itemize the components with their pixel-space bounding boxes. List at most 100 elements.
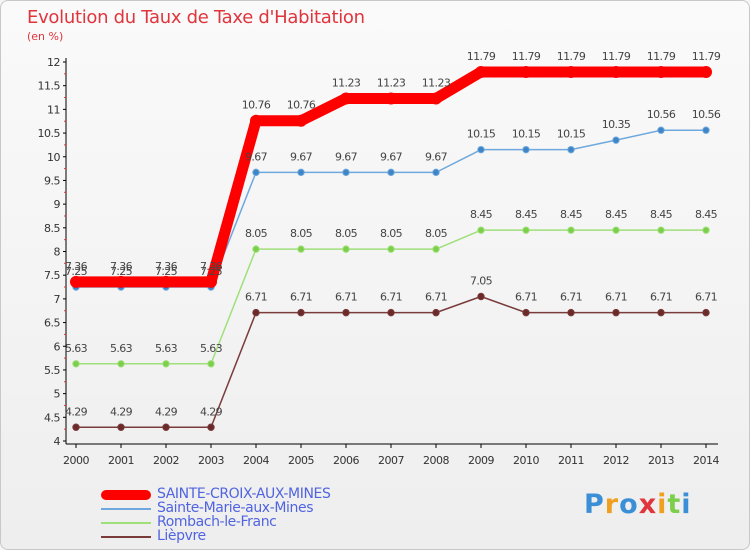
- data-label: 6.71: [605, 291, 627, 304]
- y-tick-label: 5.5: [44, 364, 60, 377]
- legend-swatch: [101, 522, 151, 524]
- y-tick-label: 10.5: [38, 127, 61, 140]
- data-point: [342, 308, 350, 317]
- data-point: [297, 168, 305, 177]
- data-label: 4.29: [110, 405, 133, 418]
- data-point: [387, 168, 395, 177]
- data-point: [702, 126, 710, 134]
- data-point: [567, 226, 575, 234]
- data-label: 9.67: [380, 150, 403, 163]
- data-label: 11.79: [557, 50, 586, 63]
- y-tick-label: 11.5: [38, 80, 61, 93]
- data-point: [72, 360, 80, 368]
- data-label: 8.45: [695, 208, 718, 221]
- data-label: 8.45: [515, 208, 538, 221]
- data-label: 11.79: [602, 50, 631, 63]
- y-tick-label: 7: [54, 293, 61, 306]
- data-label: 9.67: [245, 150, 268, 163]
- data-point: [205, 275, 217, 288]
- data-label: 7.05: [470, 275, 493, 288]
- data-point: [657, 226, 665, 234]
- data-label: 10.15: [467, 128, 496, 141]
- data-label: 6.71: [695, 291, 717, 304]
- data-label: 10.15: [557, 128, 586, 141]
- data-label: 10.76: [242, 99, 271, 112]
- data-point: [342, 168, 350, 177]
- data-point: [342, 245, 350, 253]
- logo-letter: P: [584, 489, 605, 520]
- data-point: [162, 423, 170, 431]
- data-label: 6.71: [290, 291, 312, 304]
- data-label: 11.79: [692, 50, 721, 63]
- data-label: 7.25: [110, 265, 133, 278]
- data-label: 10.35: [602, 118, 631, 131]
- data-point: [250, 114, 262, 127]
- data-point: [340, 92, 352, 105]
- data-label: 4.29: [155, 405, 178, 418]
- data-point: [522, 145, 530, 154]
- data-point: [702, 308, 710, 317]
- data-label: 8.45: [605, 208, 628, 221]
- data-label: 9.67: [335, 150, 358, 163]
- data-point: [612, 136, 620, 144]
- legend-swatch: [101, 490, 151, 500]
- data-point: [477, 145, 485, 154]
- data-label: 7.25: [200, 265, 223, 278]
- y-tick-label: 4: [54, 435, 61, 448]
- data-point: [115, 275, 127, 288]
- data-label: 9.67: [290, 150, 313, 163]
- data-label: 7.25: [155, 265, 178, 278]
- data-label: 11.79: [512, 50, 541, 63]
- x-tick-label: 2008: [423, 454, 449, 467]
- data-label: 10.15: [512, 128, 541, 141]
- data-label: 11.23: [377, 76, 406, 89]
- legend-label: Rombach-le-Franc: [157, 514, 277, 530]
- data-point: [162, 360, 170, 368]
- data-label: 10.56: [647, 108, 676, 121]
- data-point: [475, 65, 487, 78]
- legend-swatch: [101, 536, 151, 538]
- data-label: 10.76: [287, 99, 316, 112]
- data-label: 5.63: [65, 342, 88, 355]
- data-label: 11.23: [332, 76, 361, 89]
- chart-subtitle: (en %): [27, 30, 64, 43]
- x-tick-label: 2014: [693, 454, 719, 467]
- data-label: 11.23: [422, 76, 451, 89]
- x-tick-label: 2006: [333, 454, 359, 467]
- legend-label: Sainte-Marie-aux-Mines: [157, 500, 314, 516]
- data-point: [207, 360, 215, 368]
- logo-letter: x: [638, 489, 658, 520]
- data-point: [117, 360, 125, 368]
- data-label: 6.71: [515, 291, 537, 304]
- x-tick-label: 2013: [648, 454, 674, 467]
- data-label: 8.45: [470, 208, 493, 221]
- data-label: 5.63: [155, 342, 178, 355]
- x-tick-label: 2000: [63, 454, 89, 467]
- data-label: 7.36: [65, 260, 88, 273]
- data-point: [477, 226, 485, 234]
- data-label: 7.36: [155, 260, 178, 273]
- data-point: [567, 308, 575, 317]
- y-tick-label: 10: [47, 151, 60, 164]
- legend-label: SAINTE-CROIX-AUX-MINES: [157, 486, 331, 502]
- data-label: 8.45: [560, 208, 583, 221]
- data-point: [295, 114, 307, 127]
- legend-swatch: [101, 508, 151, 510]
- data-label: 4.29: [65, 405, 88, 418]
- data-point: [430, 92, 442, 105]
- data-point: [567, 145, 575, 154]
- data-point: [655, 65, 667, 78]
- y-tick-label: 8: [54, 246, 61, 259]
- logo-letter: i: [657, 489, 668, 520]
- data-point: [432, 168, 440, 177]
- data-point: [565, 65, 577, 78]
- y-tick-label: 5: [54, 388, 61, 401]
- y-tick-label: 6: [54, 340, 61, 353]
- x-tick-label: 2011: [558, 454, 584, 467]
- y-tick-label: 7.5: [44, 269, 60, 282]
- y-tick-label: 4.5: [44, 411, 60, 424]
- data-point: [520, 65, 532, 78]
- data-label: 6.71: [380, 291, 402, 304]
- y-tick-label: 9.5: [44, 174, 60, 187]
- proxiti-logo: Proxiti: [584, 489, 692, 520]
